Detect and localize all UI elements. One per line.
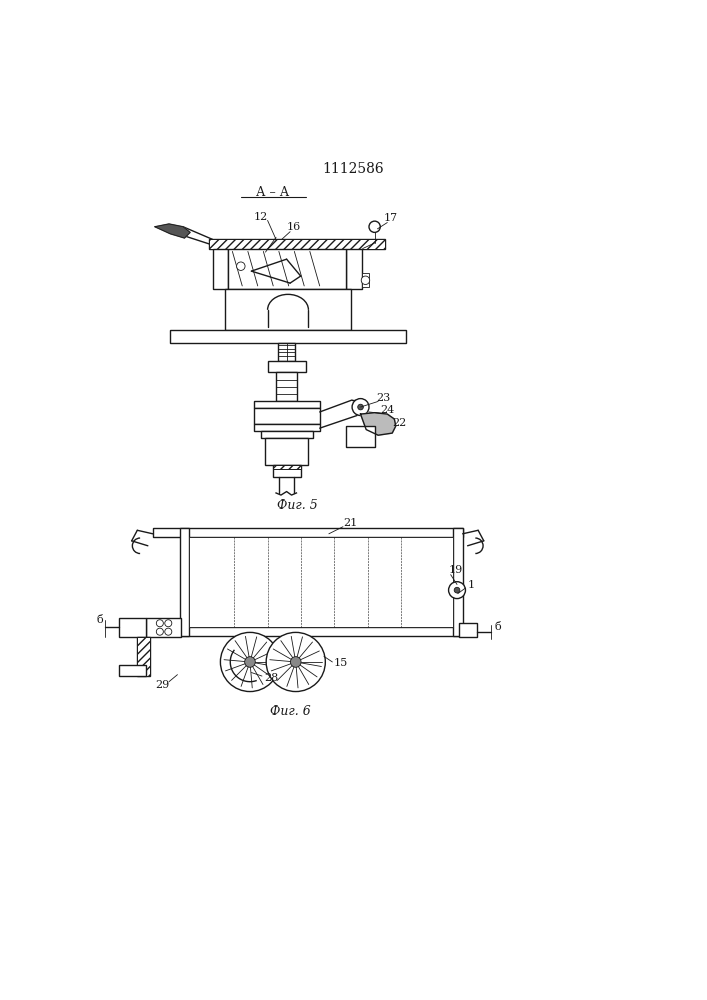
- Text: 28: 28: [264, 673, 279, 683]
- Text: 23: 23: [377, 393, 391, 403]
- Bar: [261, 431, 312, 438]
- Circle shape: [221, 632, 279, 692]
- Polygon shape: [361, 413, 396, 435]
- Bar: [453, 528, 462, 636]
- Bar: [226, 289, 351, 330]
- Bar: [254, 408, 320, 424]
- Bar: [209, 239, 385, 249]
- Text: б: б: [97, 615, 103, 625]
- Circle shape: [361, 276, 370, 285]
- Bar: [137, 637, 150, 676]
- Circle shape: [237, 262, 245, 270]
- Text: б: б: [494, 622, 501, 632]
- Bar: [278, 343, 295, 361]
- Bar: [213, 249, 228, 289]
- Bar: [346, 426, 375, 447]
- Text: Фиг. 5: Фиг. 5: [276, 499, 317, 512]
- Circle shape: [156, 628, 163, 635]
- Bar: [180, 627, 462, 636]
- Bar: [153, 528, 462, 537]
- Circle shape: [165, 620, 172, 627]
- Bar: [170, 330, 407, 343]
- Bar: [459, 623, 477, 637]
- Text: 12: 12: [253, 212, 268, 222]
- Text: 17: 17: [384, 213, 398, 223]
- Text: 16: 16: [286, 222, 300, 232]
- Bar: [254, 424, 320, 431]
- Bar: [170, 330, 407, 343]
- Circle shape: [156, 620, 163, 627]
- Bar: [453, 528, 462, 636]
- Circle shape: [291, 657, 301, 667]
- Circle shape: [352, 399, 369, 415]
- Text: 29: 29: [155, 680, 169, 690]
- Text: А – А: А – А: [256, 186, 289, 199]
- Bar: [146, 618, 181, 637]
- Bar: [180, 627, 462, 636]
- Bar: [267, 361, 305, 372]
- Text: Фиг. 6: Фиг. 6: [270, 705, 310, 718]
- Bar: [272, 465, 300, 477]
- Text: 1: 1: [467, 580, 474, 590]
- Circle shape: [448, 582, 465, 599]
- Bar: [209, 239, 385, 249]
- Bar: [213, 249, 228, 289]
- Bar: [189, 537, 453, 627]
- Bar: [346, 249, 362, 289]
- Bar: [119, 618, 146, 637]
- Bar: [346, 426, 375, 447]
- Bar: [137, 637, 150, 676]
- Text: 24: 24: [380, 405, 395, 415]
- Bar: [180, 528, 189, 636]
- Circle shape: [245, 657, 255, 667]
- Text: 19: 19: [448, 565, 463, 575]
- Bar: [228, 249, 346, 289]
- Text: 22: 22: [392, 418, 407, 428]
- Bar: [265, 438, 308, 465]
- Circle shape: [358, 404, 363, 410]
- Circle shape: [165, 628, 172, 635]
- Bar: [272, 465, 300, 469]
- Bar: [346, 249, 362, 289]
- Bar: [254, 401, 320, 408]
- Circle shape: [266, 632, 325, 692]
- Bar: [119, 665, 146, 676]
- Polygon shape: [155, 224, 190, 238]
- Bar: [180, 528, 189, 636]
- Bar: [254, 401, 320, 408]
- Bar: [254, 424, 320, 431]
- Bar: [261, 431, 312, 438]
- Circle shape: [454, 587, 460, 593]
- Circle shape: [369, 221, 380, 232]
- Text: 15: 15: [334, 658, 348, 668]
- Bar: [459, 623, 477, 637]
- Text: 1112586: 1112586: [322, 162, 385, 176]
- Bar: [276, 372, 297, 401]
- Bar: [362, 273, 369, 287]
- Text: 21: 21: [343, 518, 357, 528]
- Bar: [146, 618, 181, 637]
- Bar: [153, 528, 462, 537]
